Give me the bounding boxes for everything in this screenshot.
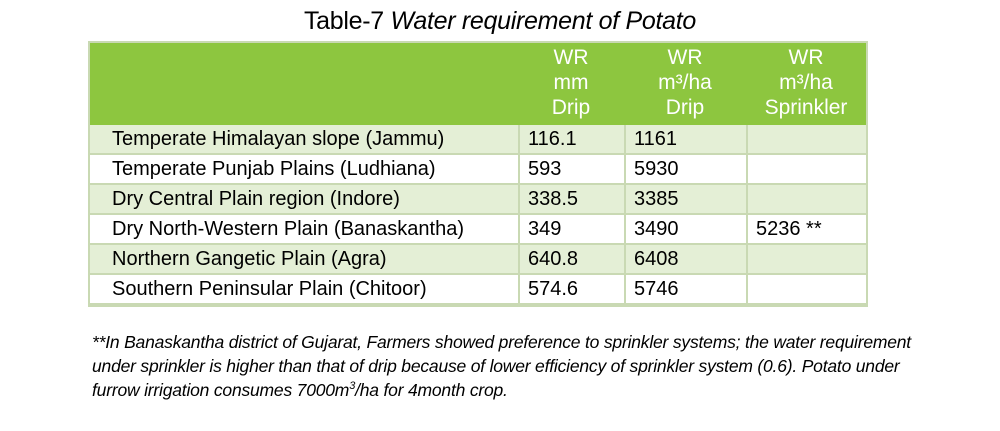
header-wr-m3ha-drip: WR m³/ha Drip — [624, 43, 746, 125]
table-row: Dry North-Western Plain (Banaskantha) 34… — [90, 215, 866, 245]
header-line: WR — [553, 46, 589, 69]
footnote-superscript: 3 — [349, 380, 356, 393]
wr-m3ha-sprinkler-cell — [746, 245, 866, 275]
wr-m3ha-sprinkler-cell — [746, 125, 866, 155]
header-line: mm — [553, 71, 589, 94]
table-footnote: **In Banaskantha district of Gujarat, Fa… — [92, 330, 912, 402]
table-row: Temperate Punjab Plains (Ludhiana) 593 5… — [90, 155, 866, 185]
caption-prefix: Table-7 — [303, 7, 391, 35]
header-line: Sprinkler — [764, 96, 848, 119]
wr-m3ha-sprinkler-cell — [746, 275, 866, 305]
wr-m3ha-drip-cell: 6408 — [624, 245, 746, 275]
wr-m3ha-sprinkler-cell: 5236 ** — [746, 215, 866, 245]
region-cell: Temperate Punjab Plains (Ludhiana) — [90, 155, 518, 185]
wr-mm-drip-cell: 574.6 — [518, 275, 624, 305]
footnote-text-end: /ha for 4month crop. — [355, 380, 508, 400]
wr-m3ha-drip-cell: 5930 — [624, 155, 746, 185]
table-row: Temperate Himalayan slope (Jammu) 116.1 … — [90, 125, 866, 155]
header-line — [92, 70, 516, 95]
wr-m3ha-drip-cell: 1161 — [624, 125, 746, 155]
header-line: m³/ha — [779, 71, 833, 94]
region-cell: Dry North-Western Plain (Banaskantha) — [90, 215, 518, 245]
table-caption: Table-7 Water requirement of Potato — [0, 5, 1000, 37]
wr-mm-drip-cell: 349 — [518, 215, 624, 245]
header-line — [92, 95, 516, 120]
wr-m3ha-drip-cell: 5746 — [624, 275, 746, 305]
wr-mm-drip-cell: 338.5 — [518, 185, 624, 215]
water-requirement-table: WR mm Drip WR m³/ha Drip WR m³/ha Sprink… — [88, 41, 868, 307]
header-line: Drip — [665, 96, 705, 119]
header-region — [90, 43, 518, 125]
wr-m3ha-drip-cell: 3385 — [624, 185, 746, 215]
wr-m3ha-sprinkler-cell — [746, 185, 866, 215]
region-cell: Dry Central Plain region (Indore) — [90, 185, 518, 215]
table-row: Southern Peninsular Plain (Chitoor) 574.… — [90, 275, 866, 305]
region-cell: Northern Gangetic Plain (Agra) — [90, 245, 518, 275]
caption-title: Water requirement of Potato — [390, 7, 697, 35]
header-line: WR — [667, 46, 703, 69]
header-line — [92, 45, 516, 70]
wr-m3ha-drip-cell: 3490 — [624, 215, 746, 245]
wr-mm-drip-cell: 640.8 — [518, 245, 624, 275]
header-line: WR — [788, 46, 824, 69]
table-row: Northern Gangetic Plain (Agra) 640.8 640… — [90, 245, 866, 275]
region-cell: Temperate Himalayan slope (Jammu) — [90, 125, 518, 155]
header-line: m³/ha — [658, 71, 712, 94]
header-wr-mm-drip: WR mm Drip — [518, 43, 624, 125]
table-row: Dry Central Plain region (Indore) 338.5 … — [90, 185, 866, 215]
wr-mm-drip-cell: 593 — [518, 155, 624, 185]
wr-mm-drip-cell: 116.1 — [518, 125, 624, 155]
table-header-row: WR mm Drip WR m³/ha Drip WR m³/ha Sprink… — [90, 43, 866, 125]
footnote-text: **In Banaskantha district of Gujarat, Fa… — [92, 332, 911, 400]
header-wr-m3ha-sprinkler: WR m³/ha Sprinkler — [746, 43, 866, 125]
wr-m3ha-sprinkler-cell — [746, 155, 866, 185]
region-cell: Southern Peninsular Plain (Chitoor) — [90, 275, 518, 305]
header-line: Drip — [551, 96, 591, 119]
